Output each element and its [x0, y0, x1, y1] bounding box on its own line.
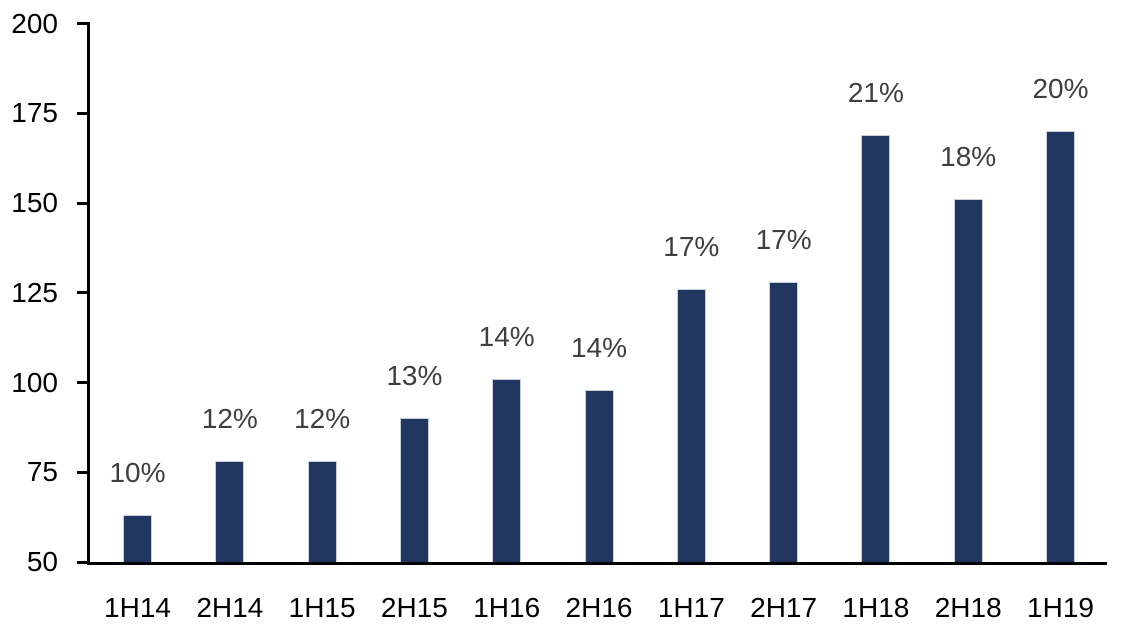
y-tick-label: 50 [26, 546, 58, 577]
bar-value-label: 17% [663, 231, 720, 263]
x-tick-label: 2H17 [750, 592, 818, 623]
y-tick-mark [77, 201, 90, 205]
bar [492, 378, 521, 562]
x-tick-label: 1H16 [473, 592, 541, 623]
y-tick-mark [77, 470, 90, 474]
y-tick-label: 200 [11, 7, 58, 39]
y-tick-mark [77, 22, 90, 25]
bar-value-label: 14% [478, 320, 535, 352]
y-tick-label: 75 [26, 456, 58, 488]
x-tick-label: 1H14 [104, 592, 171, 623]
bar [861, 134, 890, 562]
y-tick-mark [77, 111, 90, 115]
x-tick-label: 2H15 [380, 592, 448, 623]
bar [677, 289, 706, 562]
y-tick-label: 100 [11, 366, 58, 398]
bar [954, 199, 983, 562]
bar-value-label: 13% [386, 360, 443, 392]
y-tick-mark [77, 291, 90, 295]
y-tick-label: 125 [11, 276, 58, 308]
x-tick-label: 1H15 [288, 592, 356, 623]
bar-value-label: 14% [570, 331, 628, 363]
bar [308, 461, 337, 562]
x-tick-label: 2H14 [196, 592, 264, 623]
bar [400, 418, 429, 562]
x-axis-line [87, 562, 1107, 565]
y-tick-label: 150 [11, 187, 58, 218]
bar-value-label: 12% [201, 403, 258, 435]
bar-value-label: 17% [755, 223, 812, 255]
y-tick-mark [77, 560, 90, 564]
bar [215, 461, 244, 562]
y-tick-mark [77, 381, 90, 384]
bar-value-label: 18% [940, 141, 997, 173]
bar-value-label: 21% [847, 76, 904, 108]
bar-value-label: 10% [109, 457, 166, 489]
x-tick-label: 2H16 [565, 592, 633, 623]
x-tick-label: 2H18 [934, 592, 1002, 623]
bar [123, 515, 152, 562]
y-tick-label: 175 [11, 97, 58, 129]
bar-value-label: 12% [294, 403, 351, 435]
bar [585, 389, 614, 562]
bar-value-label: 20% [1032, 73, 1089, 105]
bar [1046, 131, 1075, 562]
x-tick-label: 1H19 [1027, 592, 1094, 623]
x-tick-label: 1H18 [842, 592, 910, 623]
x-tick-label: 1H17 [657, 592, 725, 623]
bar [769, 281, 798, 562]
